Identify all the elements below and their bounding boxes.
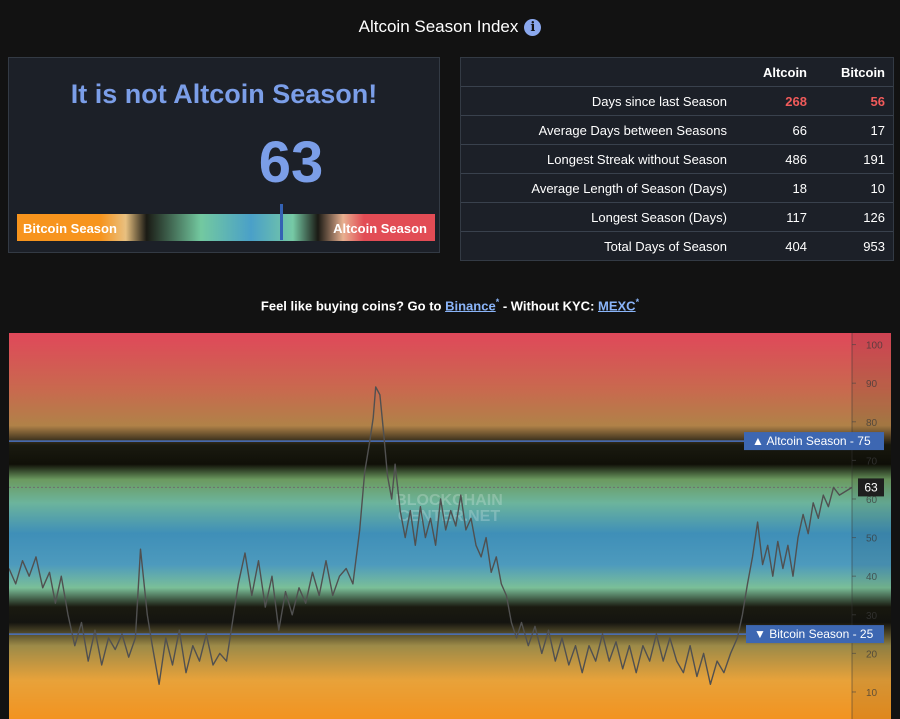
stats-row: Average Length of Season (Days) 18 10	[461, 173, 893, 203]
season-status-card: It is not Altcoin Season! 63 Bitcoin Sea…	[8, 57, 440, 253]
title-text: Altcoin Season Index	[358, 17, 519, 36]
mexc-link[interactable]: MEXC	[598, 298, 636, 314]
index-series-line	[9, 386, 853, 685]
y-tick-label: 50	[866, 534, 878, 545]
promo-text-middle: - Without KYC:	[499, 298, 599, 314]
stats-header-altcoin: Altcoin	[762, 64, 807, 80]
y-tick-label: 80	[866, 418, 878, 429]
stats-header-row: Altcoin Bitcoin	[461, 58, 893, 87]
mexc-asterisk: *	[635, 297, 640, 307]
season-headline: It is not Altcoin Season!	[70, 79, 378, 109]
stats-header-bitcoin: Bitcoin	[840, 64, 885, 80]
stats-altcoin-value: 404	[739, 231, 815, 260]
stats-row-label: Total Days of Season	[461, 231, 739, 260]
y-tick-label: 20	[866, 649, 878, 660]
y-axis-strip	[852, 333, 891, 719]
bitcoin-season-tag-bg	[746, 625, 884, 644]
stats-bitcoin-value: 10	[815, 173, 893, 203]
y-tick-label: 60	[866, 495, 878, 506]
stats-row-label: Longest Season (Days)	[461, 202, 739, 232]
gauge-marker	[280, 204, 284, 240]
info-icon[interactable]: i	[524, 19, 542, 36]
index-value: 63	[258, 130, 324, 195]
stats-altcoin-value: 66	[739, 115, 815, 145]
season-stats-panel: Altcoin Bitcoin Days since last Season 2…	[460, 57, 894, 261]
altcoin-season-tag-bg	[744, 432, 884, 451]
y-axis-ticks: 10 20 30 40 50 60 70 80 90 100	[852, 341, 883, 699]
stats-header-label	[461, 58, 739, 87]
y-tick-label: 40	[866, 572, 878, 583]
stats-row-label: Average Days between Seasons	[461, 115, 739, 145]
stats-row: Longest Season (Days) 117 126	[461, 202, 893, 232]
stats-bitcoin-value: 953	[815, 231, 893, 260]
season-stats-table: Altcoin Bitcoin Days since last Season 2…	[461, 58, 893, 260]
stats-bitcoin-value: 56	[815, 86, 893, 116]
stats-row: Longest Streak without Season 486 191	[461, 144, 893, 174]
stats-bitcoin-value: 126	[815, 202, 893, 232]
bitcoin-season-tag-label: ▼ Bitcoin Season - 25	[754, 627, 874, 641]
stats-row-label: Days since last Season	[461, 86, 739, 116]
season-gauge-bar	[17, 214, 435, 241]
stats-row: Average Days between Seasons 66 17	[461, 115, 893, 145]
stats-altcoin-value: 117	[739, 202, 815, 232]
altcoin-season-tag: ▲ Altcoin Season - 75	[744, 432, 884, 451]
promo-text: Feel like buying coins? Go to	[260, 298, 446, 314]
watermark-logo: BLOCKCHAIN	[395, 492, 503, 509]
binance-link[interactable]: Binance	[445, 298, 496, 314]
stats-bitcoin-value: 191	[815, 144, 893, 174]
y-tick-label: 10	[866, 688, 878, 699]
gauge-label-bitcoin-season: Bitcoin Season	[23, 221, 117, 236]
stats-row-label: Longest Streak without Season	[461, 144, 739, 174]
stats-altcoin-value: 18	[739, 173, 815, 203]
stats-row: Days since last Season 268 56	[461, 86, 893, 116]
chart-background	[9, 333, 891, 719]
y-tick-label: 100	[866, 341, 883, 352]
stats-row-label: Average Length of Season (Days)	[461, 173, 739, 203]
stats-row: Total Days of Season 404 953	[461, 231, 893, 260]
binance-asterisk: *	[495, 297, 500, 307]
altcoin-season-tag-label: ▲ Altcoin Season - 75	[752, 434, 871, 448]
current-value-tag: 63	[858, 478, 884, 497]
gauge-label-altcoin-season: Altcoin Season	[333, 221, 427, 236]
y-tick-label: 70	[866, 456, 878, 467]
stats-altcoin-value: 268	[739, 86, 815, 116]
current-value-tag-bg	[858, 478, 884, 497]
bitcoin-season-tag: ▼ Bitcoin Season - 25	[746, 625, 884, 644]
current-value-tag-label: 63	[864, 480, 878, 494]
stats-bitcoin-value: 17	[815, 115, 893, 145]
stats-altcoin-value: 486	[739, 144, 815, 174]
promo-banner: Feel like buying coins? Go to Binance* -…	[0, 297, 900, 313]
y-tick-label: 90	[866, 379, 878, 390]
page-title: Altcoin Season Index i	[0, 17, 900, 37]
y-tick-label: 30	[866, 611, 878, 622]
